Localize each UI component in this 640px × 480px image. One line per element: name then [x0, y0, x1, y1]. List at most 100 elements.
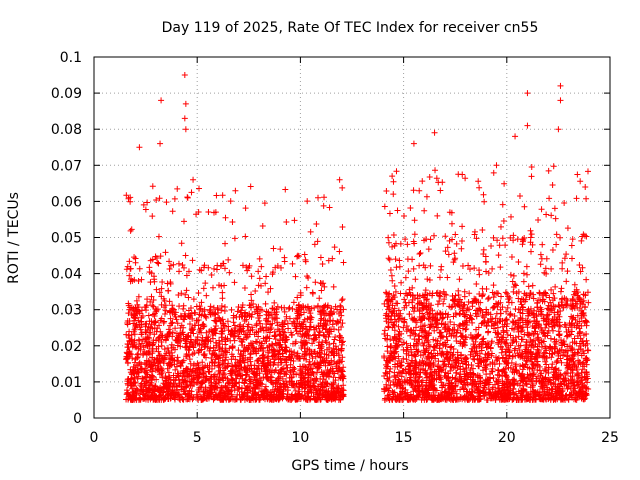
- data-point: [248, 297, 255, 304]
- data-point: [156, 289, 163, 296]
- data-point: [157, 317, 164, 324]
- data-point: [189, 257, 196, 264]
- data-point: [174, 354, 181, 361]
- data-point: [301, 251, 308, 258]
- data-point: [281, 329, 288, 336]
- data-point: [230, 312, 237, 319]
- data-point: [318, 287, 325, 294]
- data-point: [321, 194, 328, 201]
- data-point: [289, 260, 296, 267]
- data-point: [212, 339, 219, 346]
- data-point: [244, 393, 251, 400]
- data-point: [319, 261, 326, 268]
- data-point: [156, 195, 163, 202]
- data-point: [151, 312, 158, 319]
- data-point: [196, 266, 203, 273]
- data-point: [183, 287, 190, 294]
- data-point: [125, 353, 132, 360]
- data-point: [130, 388, 137, 395]
- data-point: [269, 320, 276, 327]
- data-point: [186, 356, 193, 363]
- data-point: [158, 342, 165, 349]
- data-point: [257, 326, 264, 333]
- data-point: [254, 357, 261, 364]
- data-point: [204, 336, 211, 343]
- data-point: [161, 346, 168, 353]
- data-point: [205, 333, 212, 340]
- data-point: [231, 279, 238, 286]
- data-point: [256, 317, 263, 324]
- data-point: [219, 345, 226, 352]
- data-point: [185, 307, 192, 314]
- data-point: [132, 356, 139, 363]
- data-point: [170, 261, 177, 268]
- data-point: [174, 185, 181, 192]
- data-point: [198, 378, 205, 385]
- data-point: [125, 195, 132, 202]
- data-point: [168, 341, 175, 348]
- data-point: [228, 306, 235, 313]
- data-point: [249, 324, 256, 331]
- data-point: [190, 394, 197, 401]
- data-point: [338, 345, 345, 352]
- data-point: [283, 313, 290, 320]
- data-point: [280, 386, 287, 393]
- data-point: [268, 325, 275, 332]
- data-point: [297, 289, 304, 296]
- data-point: [314, 238, 321, 245]
- data-point: [254, 306, 261, 313]
- data-point: [248, 273, 255, 280]
- data-point: [292, 273, 299, 280]
- data-point: [232, 356, 239, 363]
- data-point: [255, 333, 262, 340]
- data-point: [302, 256, 309, 263]
- data-point: [203, 329, 210, 336]
- data-point: [157, 253, 164, 260]
- data-point: [273, 306, 280, 313]
- data-point: [219, 289, 226, 296]
- data-point: [298, 366, 305, 373]
- data-point: [277, 246, 284, 253]
- data-point: [176, 268, 183, 275]
- data-point: [182, 252, 189, 259]
- data-point: [167, 395, 174, 402]
- data-point: [153, 254, 160, 261]
- data-point: [332, 333, 339, 340]
- data-point: [263, 374, 270, 381]
- data-point: [256, 275, 263, 282]
- data-point: [311, 326, 318, 333]
- data-point: [213, 192, 220, 199]
- data-point: [252, 338, 259, 345]
- data-point: [278, 264, 285, 271]
- data-point: [263, 273, 270, 280]
- data-point: [176, 303, 183, 310]
- data-point: [340, 306, 347, 313]
- data-point: [130, 370, 137, 377]
- data-point: [167, 315, 174, 322]
- data-point: [295, 380, 302, 387]
- chart-title: Day 119 of 2025, Rate Of TEC Index for r…: [162, 20, 539, 36]
- data-point: [261, 368, 268, 375]
- data-point: [265, 289, 272, 296]
- data-point: [196, 371, 203, 378]
- data-point: [256, 255, 263, 262]
- data-point: [326, 204, 333, 211]
- data-point: [158, 285, 165, 292]
- data-point: [222, 341, 229, 348]
- data-point: [325, 333, 332, 340]
- data-point: [165, 326, 172, 333]
- data-point: [263, 334, 270, 341]
- data-point: [123, 192, 130, 199]
- data-point: [193, 317, 200, 324]
- data-point: [232, 187, 239, 194]
- data-point: [298, 344, 305, 351]
- data-point: [208, 355, 215, 362]
- data-point: [136, 359, 143, 366]
- data-point: [145, 323, 152, 330]
- data-point: [322, 337, 329, 344]
- data-point: [203, 314, 210, 321]
- data-point: [127, 278, 134, 285]
- data-point: [225, 379, 232, 386]
- data-point: [230, 319, 237, 326]
